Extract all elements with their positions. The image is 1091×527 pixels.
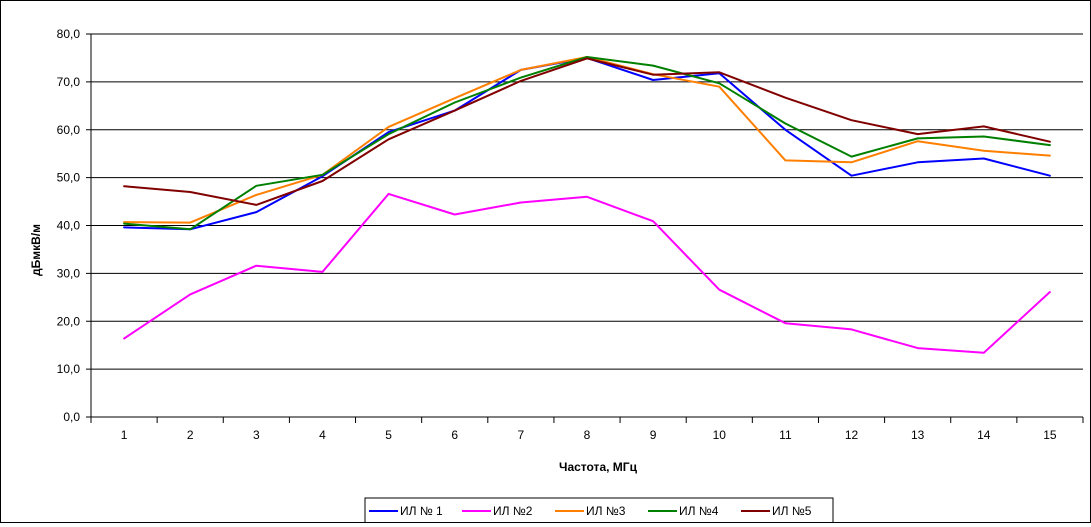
legend: ИЛ № 1 ИЛ №2 ИЛ №3 ИЛ №4 ИЛ №5 [364,497,834,524]
axes [86,33,1084,423]
legend-label: ИЛ №4 [679,504,719,518]
series-line-2 [123,192,1051,354]
legend-label: ИЛ №3 [586,504,626,518]
y-tick-labels: 0,0 10,0 20,0 30,0 40,0 50,0 60,0 70,0 80,0 [57,27,81,424]
x-tick-label: 1 [121,428,128,442]
x-tick-label: 4 [319,428,326,442]
series-lines [123,56,1051,354]
y-tick-label: 60,0 [57,123,81,137]
legend-label: ИЛ №5 [772,504,812,518]
x-axis-title: Частота, МГц [559,460,638,474]
series-line-5 [123,57,1051,206]
legend-label: ИЛ №2 [493,504,533,518]
y-axis-title: дБмкВ/м [29,224,43,276]
y-tick-label: 10,0 [57,362,81,376]
x-tick-label: 2 [187,428,194,442]
x-tick-label: 3 [253,428,260,442]
y-tick-label: 0,0 [63,410,80,424]
y-tick-label: 20,0 [57,314,81,328]
x-tick-label: 6 [451,428,458,442]
x-tick-label: 5 [385,428,392,442]
y-tick-label: 30,0 [57,266,81,280]
x-tick-label: 13 [911,428,925,442]
y-tick-label: 70,0 [57,75,81,89]
gridlines [91,33,1083,370]
x-tick-label: 8 [584,428,591,442]
y-tick-label: 80,0 [57,27,81,41]
x-tick-labels: 1 2 3 4 5 6 7 8 9 10 11 12 13 14 15 [121,428,1057,442]
x-tick-label: 9 [650,428,657,442]
x-tick-label: 10 [713,428,727,442]
x-tick-label: 11 [779,428,792,442]
y-tick-label: 50,0 [57,171,81,185]
y-tick-label: 40,0 [57,219,81,233]
legend-items: ИЛ № 1 ИЛ №2 ИЛ №3 ИЛ №4 ИЛ №5 [369,504,812,518]
x-tick-label: 14 [977,428,991,442]
series-line-4 [123,56,1051,231]
x-tick-label: 15 [1043,428,1057,442]
legend-label: ИЛ № 1 [400,504,443,518]
x-tick-label: 7 [518,428,525,442]
x-tick-label: 12 [845,428,859,442]
